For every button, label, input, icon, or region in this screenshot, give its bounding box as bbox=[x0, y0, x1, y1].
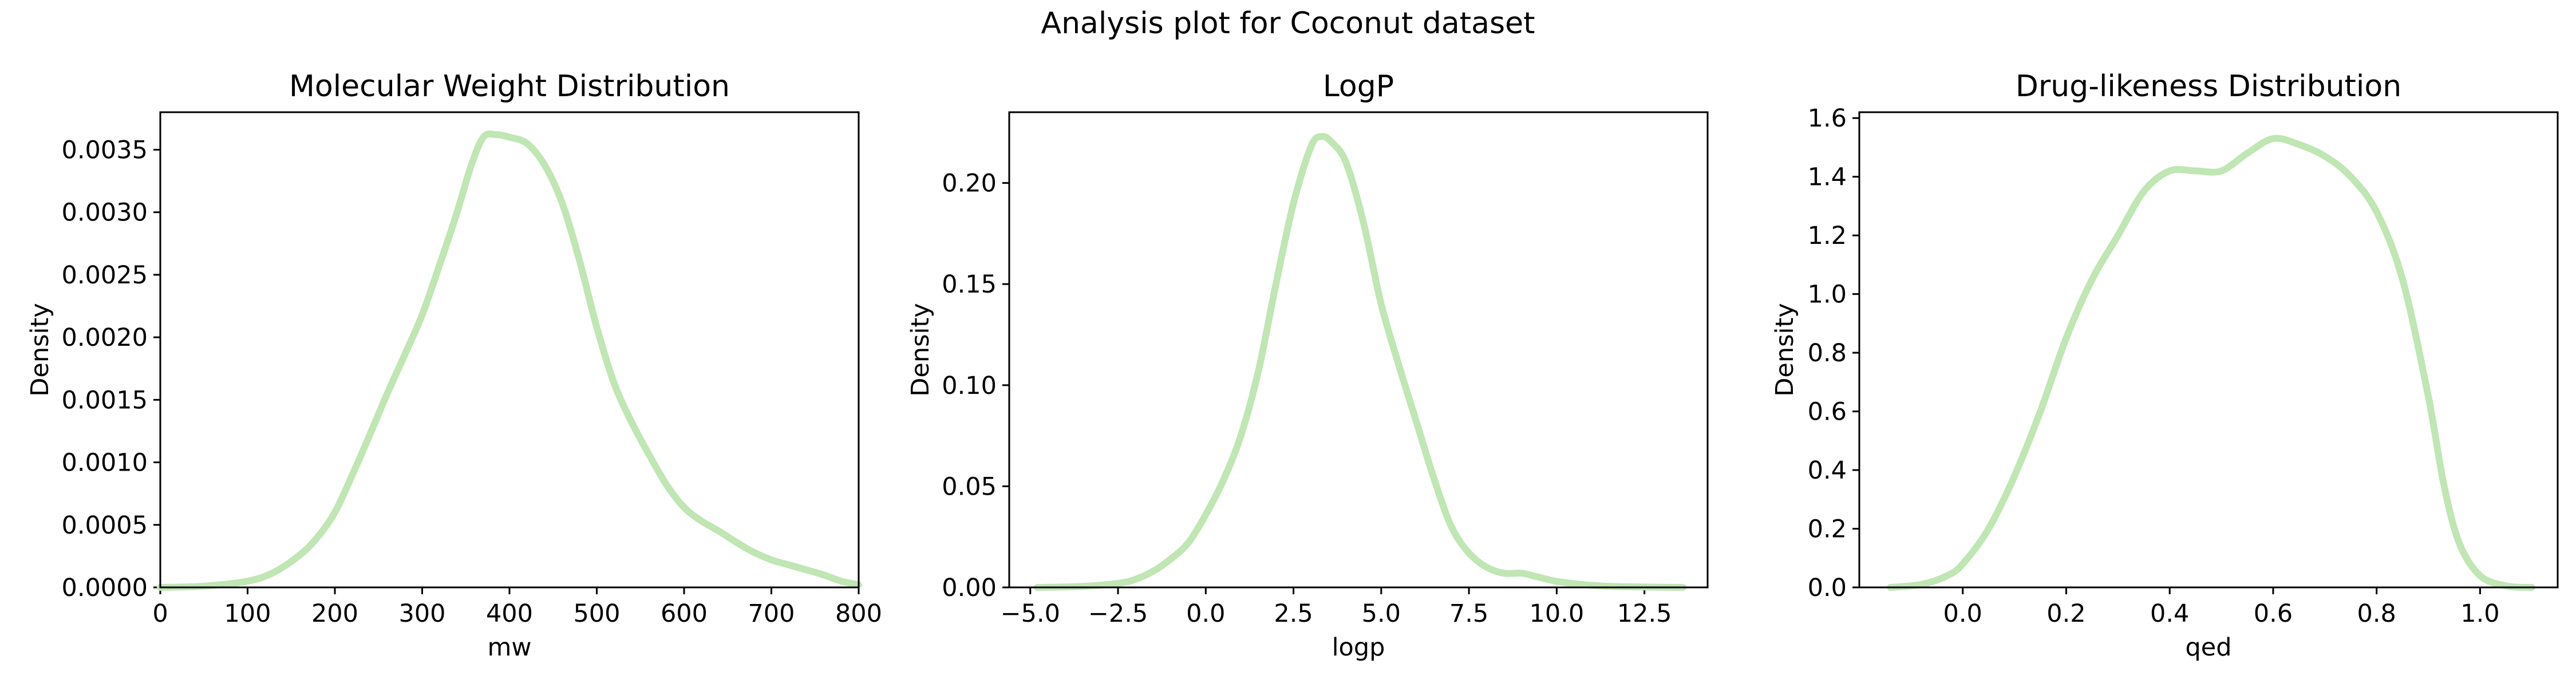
x-axis-label: logp bbox=[1332, 633, 1385, 662]
y-tick-label: 0.05 bbox=[942, 472, 997, 501]
axes-frame bbox=[1008, 111, 1709, 589]
x-tick-label: 0.4 bbox=[2150, 599, 2189, 628]
x-tick-label: 0.0 bbox=[1186, 599, 1225, 628]
y-tick-label: 0.10 bbox=[942, 372, 997, 400]
y-tick-label: 0.20 bbox=[942, 169, 997, 198]
x-tick-label: 200 bbox=[311, 599, 358, 628]
x-tick-label: 800 bbox=[835, 599, 882, 628]
y-ticks: 0.0 0.2 0.4 0.6 0.8 1.0 1.2 1.4 1.6 bbox=[1808, 104, 1859, 602]
y-tick-label: 0.0030 bbox=[62, 199, 148, 227]
y-tick-label: 1.6 bbox=[1808, 104, 1847, 133]
x-ticks: 0 100 200 300 400 500 600 700 800 bbox=[152, 587, 882, 628]
density-curve bbox=[1887, 135, 2535, 591]
x-ticks: −5.0 −2.5 0.0 2.5 5.0 7.5 10.0 12.5 bbox=[1001, 587, 1672, 628]
y-ticks: 0.0000 0.0005 0.0010 0.0015 0.0020 0.0025 0.00… bbox=[62, 136, 160, 602]
x-axis-label: qed bbox=[2185, 633, 2231, 662]
x-tick-label: 0.0 bbox=[1943, 599, 1982, 628]
x-tick-label: 10.0 bbox=[1530, 599, 1585, 628]
y-tick-label: 0.0015 bbox=[62, 386, 148, 414]
y-tick-label: 0.8 bbox=[1808, 339, 1847, 368]
panel-title: LogP bbox=[1323, 69, 1394, 104]
x-axis-label: mw bbox=[487, 633, 531, 662]
x-tick-label: 0.6 bbox=[2254, 599, 2293, 628]
y-tick-label: 0.15 bbox=[942, 270, 997, 299]
x-tick-label: −2.5 bbox=[1088, 599, 1148, 628]
x-tick-label: 0 bbox=[152, 599, 168, 628]
y-tick-label: 0.0 bbox=[1808, 574, 1847, 602]
y-tick-label: 0.0005 bbox=[62, 511, 148, 540]
x-tick-label: 1.0 bbox=[2460, 599, 2499, 628]
panel-logp: LogP −5.0 −2.5 0.0 2.5 5.0 7.5 10.0 12.5 0.000.… bbox=[906, 69, 1709, 662]
x-tick-label: 400 bbox=[486, 599, 533, 628]
y-tick-label: 0.2 bbox=[1808, 515, 1847, 544]
figure-suptitle: Analysis plot for Coconut dataset bbox=[1041, 6, 1535, 41]
y-axis-label: Density bbox=[906, 303, 935, 396]
x-tick-label: 500 bbox=[573, 599, 620, 628]
y-tick-label: 0.0020 bbox=[62, 323, 148, 352]
y-tick-label: 1.0 bbox=[1808, 281, 1847, 309]
y-tick-label: 0.6 bbox=[1808, 398, 1847, 427]
y-tick-label: 0.0000 bbox=[62, 574, 148, 602]
y-tick-label: 0.0010 bbox=[62, 449, 148, 477]
x-tick-label: 100 bbox=[224, 599, 271, 628]
y-tick-label: 0.0035 bbox=[62, 136, 148, 165]
y-tick-label: 1.2 bbox=[1808, 222, 1847, 250]
axes-frame bbox=[1858, 111, 2559, 589]
x-tick-label: 700 bbox=[748, 599, 795, 628]
x-tick-label: 2.5 bbox=[1274, 599, 1313, 628]
y-tick-label: 0.4 bbox=[1808, 456, 1847, 485]
x-tick-label: 600 bbox=[661, 599, 708, 628]
y-tick-label: 1.4 bbox=[1808, 163, 1847, 192]
y-axis-label: Density bbox=[1771, 303, 1799, 396]
x-tick-label: 12.5 bbox=[1617, 599, 1672, 628]
y-ticks: 0.00 0.05 0.10 0.15 0.20 bbox=[942, 169, 1009, 602]
density-curve bbox=[1034, 133, 1687, 591]
density-curve bbox=[157, 130, 862, 591]
x-ticks: 0.0 0.2 0.4 0.6 0.8 1.0 bbox=[1943, 587, 2500, 628]
x-tick-label: 300 bbox=[398, 599, 445, 628]
x-tick-label: 0.2 bbox=[2046, 599, 2085, 628]
panel-molecular-weight: Molecular Weight Distribution 0 100 200 300… bbox=[26, 69, 882, 662]
panel-title: Molecular Weight Distribution bbox=[289, 69, 730, 104]
y-axis-label: Density bbox=[26, 303, 54, 396]
x-tick-label: −5.0 bbox=[1001, 599, 1060, 628]
panel-drug-likeness: Drug-likeness Distribution 0.0 0.2 0.4 0.6 0… bbox=[1771, 69, 2559, 662]
y-tick-label: 0.00 bbox=[942, 574, 997, 602]
axes-frame bbox=[159, 111, 860, 589]
x-tick-label: 7.5 bbox=[1449, 599, 1488, 628]
x-tick-label: 5.0 bbox=[1362, 599, 1401, 628]
y-tick-label: 0.0025 bbox=[62, 261, 148, 290]
panel-title: Drug-likeness Distribution bbox=[2016, 69, 2401, 104]
x-tick-label: 0.8 bbox=[2357, 599, 2396, 628]
